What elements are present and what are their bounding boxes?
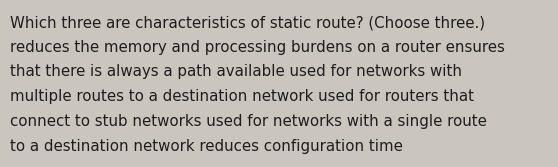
Text: multiple routes to a destination network used for routers that: multiple routes to a destination network… (10, 89, 474, 104)
Text: Which three are characteristics of static route? (Choose three.): Which three are characteristics of stati… (10, 15, 485, 30)
Text: to a destination network reduces configuration time: to a destination network reduces configu… (10, 139, 403, 154)
Text: that there is always a path available used for networks with: that there is always a path available us… (10, 64, 462, 79)
Text: reduces the memory and processing burdens on a router ensures: reduces the memory and processing burden… (10, 40, 505, 55)
Text: connect to stub networks used for networks with a single route: connect to stub networks used for networ… (10, 114, 487, 129)
